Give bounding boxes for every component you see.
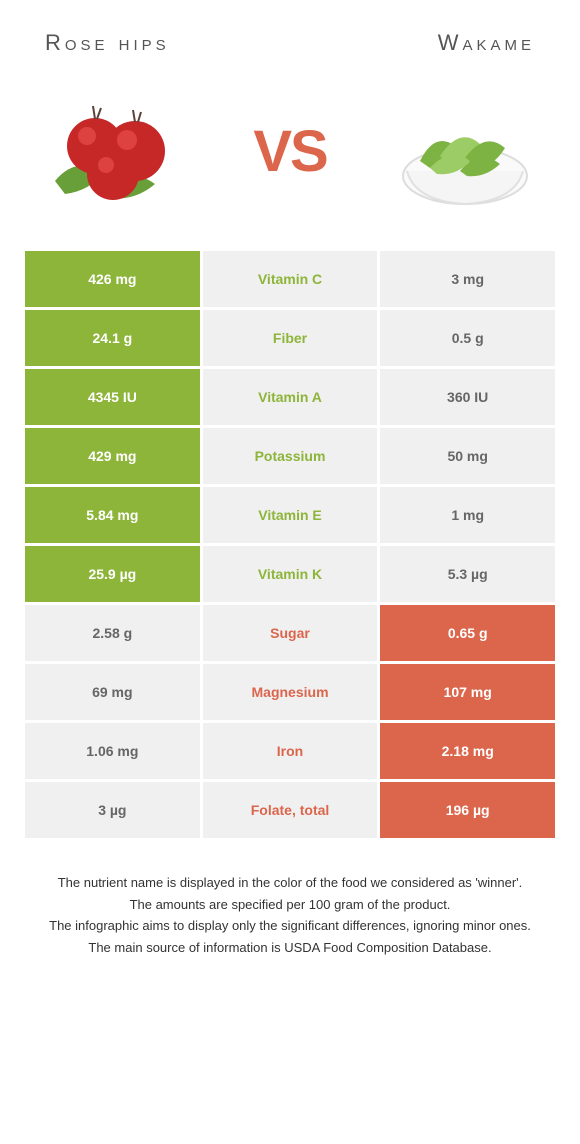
table-row: 2.58 gSugar0.65 g	[25, 605, 555, 661]
table-row: 25.9 µgVitamin K5.3 µg	[25, 546, 555, 602]
footer: The nutrient name is displayed in the co…	[25, 873, 555, 957]
right-value: 3 mg	[380, 251, 555, 307]
table-row: 429 mgPotassium50 mg	[25, 428, 555, 484]
footer-line: The amounts are specified per 100 gram o…	[35, 895, 545, 915]
right-value: 0.5 g	[380, 310, 555, 366]
table-row: 3 µgFolate, total196 µg	[25, 782, 555, 838]
left-value: 429 mg	[25, 428, 200, 484]
left-value: 1.06 mg	[25, 723, 200, 779]
table-row: 4345 IUVitamin A360 IU	[25, 369, 555, 425]
left-value: 426 mg	[25, 251, 200, 307]
right-value: 196 µg	[380, 782, 555, 838]
right-value: 0.65 g	[380, 605, 555, 661]
nutrient-label: Vitamin A	[203, 369, 378, 425]
right-value: 5.3 µg	[380, 546, 555, 602]
nutrient-label: Fiber	[203, 310, 378, 366]
right-value: 50 mg	[380, 428, 555, 484]
nutrient-label: Sugar	[203, 605, 378, 661]
right-value: 107 mg	[380, 664, 555, 720]
nutrient-label: Magnesium	[203, 664, 378, 720]
nutrient-label: Vitamin C	[203, 251, 378, 307]
right-value: 1 mg	[380, 487, 555, 543]
images-row: VS	[25, 86, 555, 216]
left-value: 25.9 µg	[25, 546, 200, 602]
wakame-image	[385, 86, 545, 216]
nutrient-label: Folate, total	[203, 782, 378, 838]
vs-text: VS	[253, 118, 326, 185]
table-row: 5.84 mgVitamin E1 mg	[25, 487, 555, 543]
right-value: 360 IU	[380, 369, 555, 425]
table-row: 69 mgMagnesium107 mg	[25, 664, 555, 720]
footer-line: The main source of information is USDA F…	[35, 938, 545, 958]
comparison-table: 426 mgVitamin C3 mg24.1 gFiber0.5 g4345 …	[25, 251, 555, 838]
left-value: 24.1 g	[25, 310, 200, 366]
left-value: 4345 IU	[25, 369, 200, 425]
table-row: 24.1 gFiber0.5 g	[25, 310, 555, 366]
left-title: Rose hips	[45, 30, 170, 56]
nutrient-label: Potassium	[203, 428, 378, 484]
nutrient-label: Vitamin E	[203, 487, 378, 543]
left-value: 69 mg	[25, 664, 200, 720]
left-value: 3 µg	[25, 782, 200, 838]
table-row: 426 mgVitamin C3 mg	[25, 251, 555, 307]
nutrient-label: Vitamin K	[203, 546, 378, 602]
right-title: Wakame	[438, 30, 535, 56]
header: Rose hips Wakame	[25, 30, 555, 56]
rosehips-image	[35, 86, 195, 216]
right-value: 2.18 mg	[380, 723, 555, 779]
footer-line: The nutrient name is displayed in the co…	[35, 873, 545, 893]
table-row: 1.06 mgIron2.18 mg	[25, 723, 555, 779]
nutrient-label: Iron	[203, 723, 378, 779]
left-value: 5.84 mg	[25, 487, 200, 543]
footer-line: The infographic aims to display only the…	[35, 916, 545, 936]
left-value: 2.58 g	[25, 605, 200, 661]
